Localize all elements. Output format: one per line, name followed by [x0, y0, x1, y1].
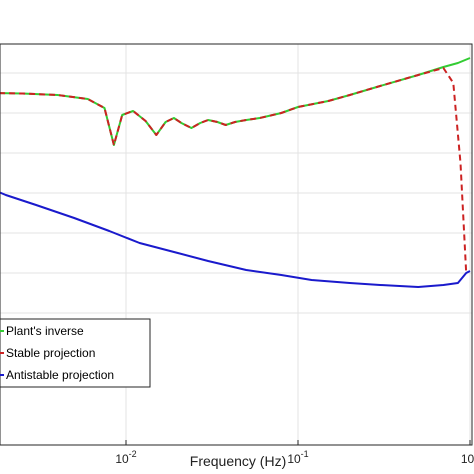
legend: Plant's inverse Stable projection Antistab… — [0, 318, 151, 388]
x-tick-label-0: 10-2 — [115, 449, 136, 466]
series-line-2 — [0, 67, 468, 274]
legend-label-1: Plant's inverse — [6, 324, 84, 338]
legend-label-3: Antistable projection — [6, 368, 114, 382]
x-axis-title: Frequency (Hz) — [190, 453, 286, 469]
axes — [0, 43, 473, 446]
grid — [0, 44, 472, 445]
series-layer — [0, 57, 471, 288]
legend-box — [0, 318, 151, 388]
legend-label-2: Stable projection — [6, 346, 95, 360]
plot-frame — [0, 43, 473, 446]
x-tick-label-2: 100 — [461, 449, 474, 466]
x-tick-label-1: 10-1 — [287, 449, 308, 466]
series-line-3 — [0, 191, 471, 288]
x-ticks: 10-2 10-1 100 — [115, 440, 474, 466]
